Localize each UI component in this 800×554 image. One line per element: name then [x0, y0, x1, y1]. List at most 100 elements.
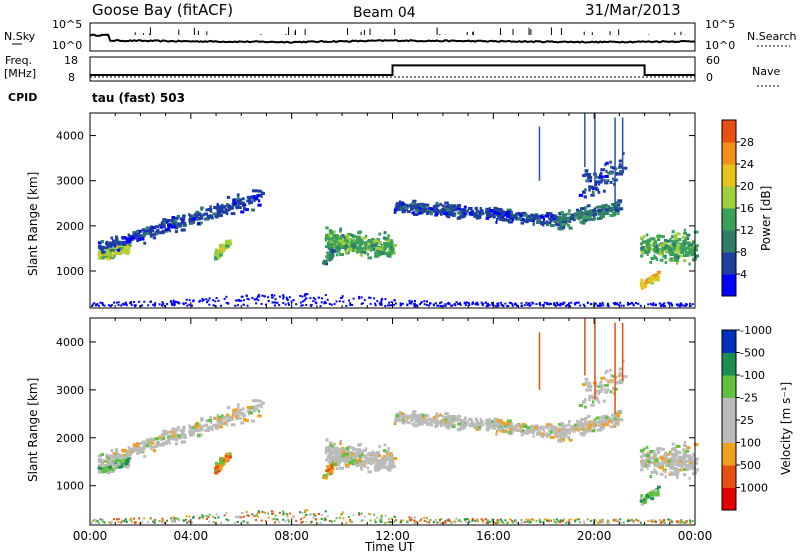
power-cell: [582, 303, 585, 306]
velocity-cell: [570, 424, 575, 428]
power-cell: [357, 231, 361, 235]
velocity-cell: [384, 455, 389, 459]
power-cell: [161, 304, 164, 307]
velocity-cell: [415, 414, 419, 418]
power-cell: [379, 303, 382, 306]
velocity-cell: [116, 450, 119, 454]
velocity-cell: [598, 392, 601, 395]
power-cell: [681, 245, 686, 249]
velocity-cell: [330, 464, 333, 468]
power-cell: [273, 301, 275, 304]
nave-right-tick-top: 60: [706, 54, 720, 67]
velocity-cell: [652, 457, 655, 461]
velocity-cell: [606, 519, 609, 522]
power-cell: [532, 222, 535, 226]
power-cell: [646, 246, 651, 250]
velocity-cell: [126, 450, 131, 454]
velocity-cell: [514, 520, 516, 523]
power-cell: [480, 301, 483, 304]
velocity-cell: [515, 520, 518, 523]
power-cell: [474, 303, 477, 306]
power-cell: [635, 302, 638, 305]
velocity-cell: [100, 453, 104, 457]
velocity-cell: [238, 515, 241, 518]
velocity-cell: [641, 459, 645, 463]
power-cell: [430, 212, 433, 216]
power-cell: [484, 301, 487, 304]
velocity-cell: [364, 456, 368, 460]
velocity-cell: [337, 463, 341, 467]
power-cell: [444, 303, 447, 306]
power-cell: [154, 302, 157, 305]
power-cell: [350, 233, 354, 237]
velocity-cell: [326, 472, 329, 476]
power-cell: [640, 286, 644, 290]
velocity-cell: [133, 446, 136, 450]
velocity-cell: [182, 435, 185, 439]
velocity-cell: [330, 463, 336, 467]
power-cell: [675, 256, 680, 260]
power-cell: [468, 211, 473, 215]
power-cell: [619, 207, 623, 211]
velocity-cell: [444, 412, 449, 416]
power-cell: [604, 163, 607, 167]
power-cell: [595, 175, 598, 179]
velocity-cell: [556, 434, 560, 438]
power-cell: [599, 304, 602, 307]
velocity-cell: [214, 461, 218, 465]
velocity-cell: [416, 413, 421, 417]
power-cell: [426, 300, 428, 303]
power-cell: [302, 300, 304, 303]
velocity-cell: [649, 460, 655, 464]
power-cell: [390, 248, 395, 252]
power-cell: [432, 205, 436, 209]
noise-left-tick-bottom: 10^0: [52, 39, 82, 52]
power-cell: [152, 303, 155, 306]
velocity-cell: [295, 519, 298, 522]
velocity-cell: [237, 416, 240, 420]
power-cell: [619, 165, 623, 169]
power-cell: [597, 209, 602, 212]
power-cell: [681, 248, 687, 252]
power-cell: [595, 205, 600, 209]
power-cell: [545, 220, 549, 224]
velocity-cell: [426, 423, 430, 427]
velocity-cell: [640, 468, 644, 472]
velocity-cell: [632, 520, 635, 523]
velocity-cell: [648, 451, 652, 455]
power-cell: [328, 233, 333, 237]
velocity-cell: [407, 421, 411, 425]
station-title: Goose Bay (fitACF): [92, 1, 233, 19]
power-cell: [176, 214, 181, 218]
velocity-cell: [216, 465, 220, 469]
velocity-cell: [501, 423, 505, 427]
velocity-cell: [378, 445, 381, 449]
velocity-cell: [640, 455, 643, 459]
power-cell: [575, 208, 579, 212]
velocity-cell: [567, 423, 571, 427]
power-cell: [161, 221, 164, 224]
velocity-cell: [421, 420, 426, 424]
power-cell: [496, 303, 499, 306]
power-cell: [604, 208, 610, 211]
velocity-cell: [672, 467, 678, 470]
power-cell: [366, 252, 369, 256]
velocity-cell: [386, 458, 392, 461]
velocity-cell: [251, 399, 257, 403]
velocity-cell: [614, 518, 617, 521]
power-cell: [133, 234, 136, 238]
power-cell: [378, 302, 381, 305]
power-cell: [434, 207, 439, 211]
velocity-cell: [561, 432, 567, 436]
power-cell: [338, 300, 341, 303]
power-cell: [117, 301, 120, 304]
velocity-cell: [620, 521, 623, 524]
power-cell: [587, 215, 592, 219]
velocity-cell: [675, 459, 679, 463]
power-cell: [455, 301, 458, 304]
power-cell: [110, 304, 113, 307]
power-cell: [672, 244, 677, 248]
velocity-cell: [306, 509, 309, 512]
velocity-cell: [657, 485, 661, 489]
power-cell: [420, 208, 426, 211]
